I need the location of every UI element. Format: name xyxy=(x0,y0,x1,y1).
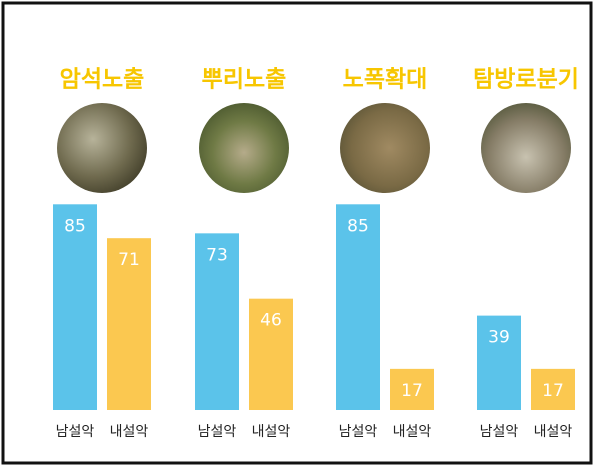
series-label: 내설악 xyxy=(393,424,432,440)
group-title: 노폭확대 xyxy=(343,67,428,93)
group-title: 탐방로분기 xyxy=(473,67,579,93)
value-label: 17 xyxy=(401,381,423,401)
value-label: 17 xyxy=(542,381,564,401)
series-label: 남설악 xyxy=(56,424,95,440)
photo xyxy=(481,103,571,193)
value-label: 71 xyxy=(118,250,140,270)
value-label: 73 xyxy=(206,245,228,265)
series-label: 남설악 xyxy=(339,424,378,440)
value-label: 39 xyxy=(488,328,510,348)
chart: 암석노출 85 남설악 71 내설악 뿌리노출 73 남설악 46 내설악 노폭확대 85 남설악 17 내… xyxy=(0,0,595,467)
series-label: 내설악 xyxy=(110,424,149,440)
photo xyxy=(57,103,147,193)
photo xyxy=(340,103,430,193)
series-label: 내설악 xyxy=(534,424,573,440)
series-label: 내설악 xyxy=(252,424,291,440)
photo xyxy=(199,103,289,193)
series-label: 남설악 xyxy=(480,424,519,440)
value-label: 46 xyxy=(260,311,282,331)
value-label: 85 xyxy=(347,216,369,236)
value-label: 85 xyxy=(64,216,86,236)
photos xyxy=(57,103,571,193)
series-label: 남설악 xyxy=(198,424,237,440)
group-title: 뿌리노출 xyxy=(202,67,287,93)
group-title: 암석노출 xyxy=(60,67,145,93)
